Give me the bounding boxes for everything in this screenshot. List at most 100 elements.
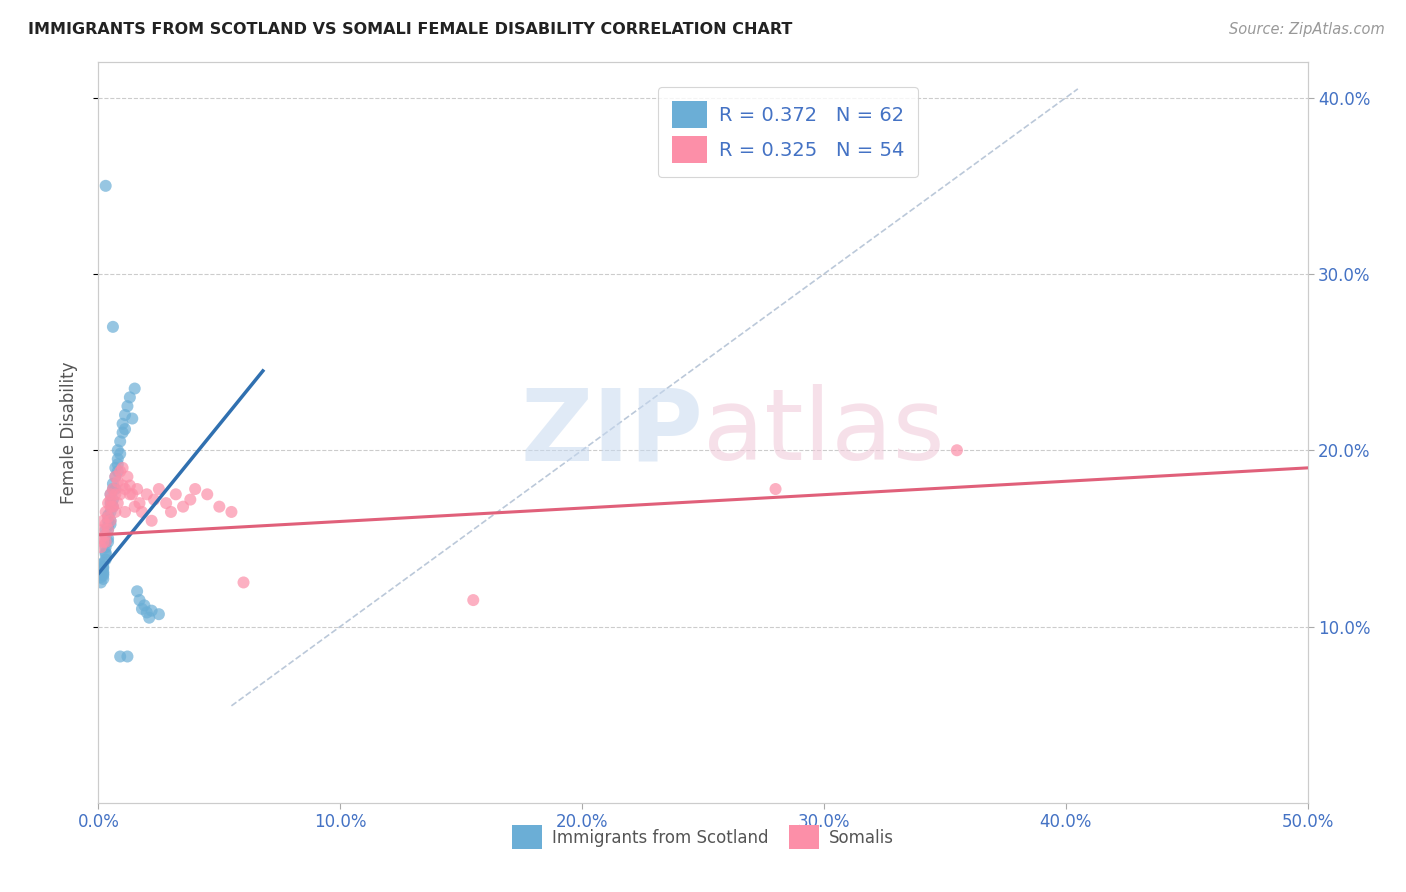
Point [97,496,120,510]
Point [104,461,127,475]
Point [91,523,114,537]
Point [141,604,163,618]
Point [946,443,969,458]
Point [135,487,157,501]
Point [97,535,120,549]
Point [135,606,157,620]
Point [179,492,201,507]
Point [90,570,112,584]
Point [90,575,112,590]
Point [107,464,129,478]
Point [107,452,129,467]
Point [100,487,122,501]
Point [160,505,183,519]
Point [100,514,122,528]
Point [91,559,114,574]
Point [104,469,127,483]
Point [131,505,153,519]
Point [107,475,129,489]
Point [90,540,112,554]
Point [195,487,218,501]
Point [91,556,114,570]
Point [114,422,136,436]
Point [101,492,124,507]
Point [108,464,131,478]
Point [127,584,149,599]
Point [114,482,136,496]
Point [117,469,139,483]
Point [143,492,166,507]
Point [97,510,120,524]
Point [94,178,117,193]
Point [97,519,120,533]
Point [184,482,207,496]
Point [108,447,131,461]
Point [97,514,120,528]
Point [111,417,134,431]
Point [114,408,136,422]
Point [94,552,117,566]
Point [101,500,124,514]
Point [97,523,120,537]
Point [100,505,122,519]
Point [121,411,143,425]
Y-axis label: Female Disability: Female Disability [59,361,77,504]
Point [108,649,131,664]
Point [108,487,131,501]
Point [127,482,149,496]
Point [131,602,153,616]
Point [94,540,117,554]
Point [91,572,114,586]
Point [172,500,194,514]
Point [765,482,787,496]
Point [91,565,114,579]
Point [94,535,117,549]
Point [118,390,141,404]
Point [91,566,114,581]
Point [100,492,122,507]
Point [97,508,120,523]
Point [101,319,124,334]
Point [463,593,485,607]
Point [208,500,231,514]
Point [114,505,136,519]
Point [121,487,143,501]
Point [91,561,114,575]
Point [94,517,117,532]
Point [128,496,150,510]
Point [148,482,170,496]
Point [104,482,127,496]
Point [107,458,129,472]
Point [94,528,117,542]
Point [101,500,124,514]
Point [101,476,124,491]
Point [141,514,163,528]
Point [90,532,112,546]
Point [97,523,120,537]
Point [155,496,177,510]
Point [94,545,117,559]
Point [134,599,156,613]
Point [148,607,170,622]
Point [91,514,114,528]
Point [94,528,117,542]
Point [117,399,139,413]
Point [94,523,117,537]
Point [104,505,127,519]
Point [100,487,122,501]
Point [97,532,120,546]
Point [124,382,146,396]
Point [91,535,114,549]
Point [100,517,122,532]
Point [111,478,134,492]
Point [221,505,243,519]
Point [100,500,122,514]
Point [94,535,117,549]
Point [100,496,122,510]
Point [104,469,127,483]
Text: IMMIGRANTS FROM SCOTLAND VS SOMALI FEMALE DISABILITY CORRELATION CHART: IMMIGRANTS FROM SCOTLAND VS SOMALI FEMAL… [28,22,793,37]
Legend: Immigrants from Scotland, Somalis: Immigrants from Scotland, Somalis [503,817,903,857]
Point [104,487,127,501]
Text: atlas: atlas [703,384,945,481]
Point [124,500,146,514]
